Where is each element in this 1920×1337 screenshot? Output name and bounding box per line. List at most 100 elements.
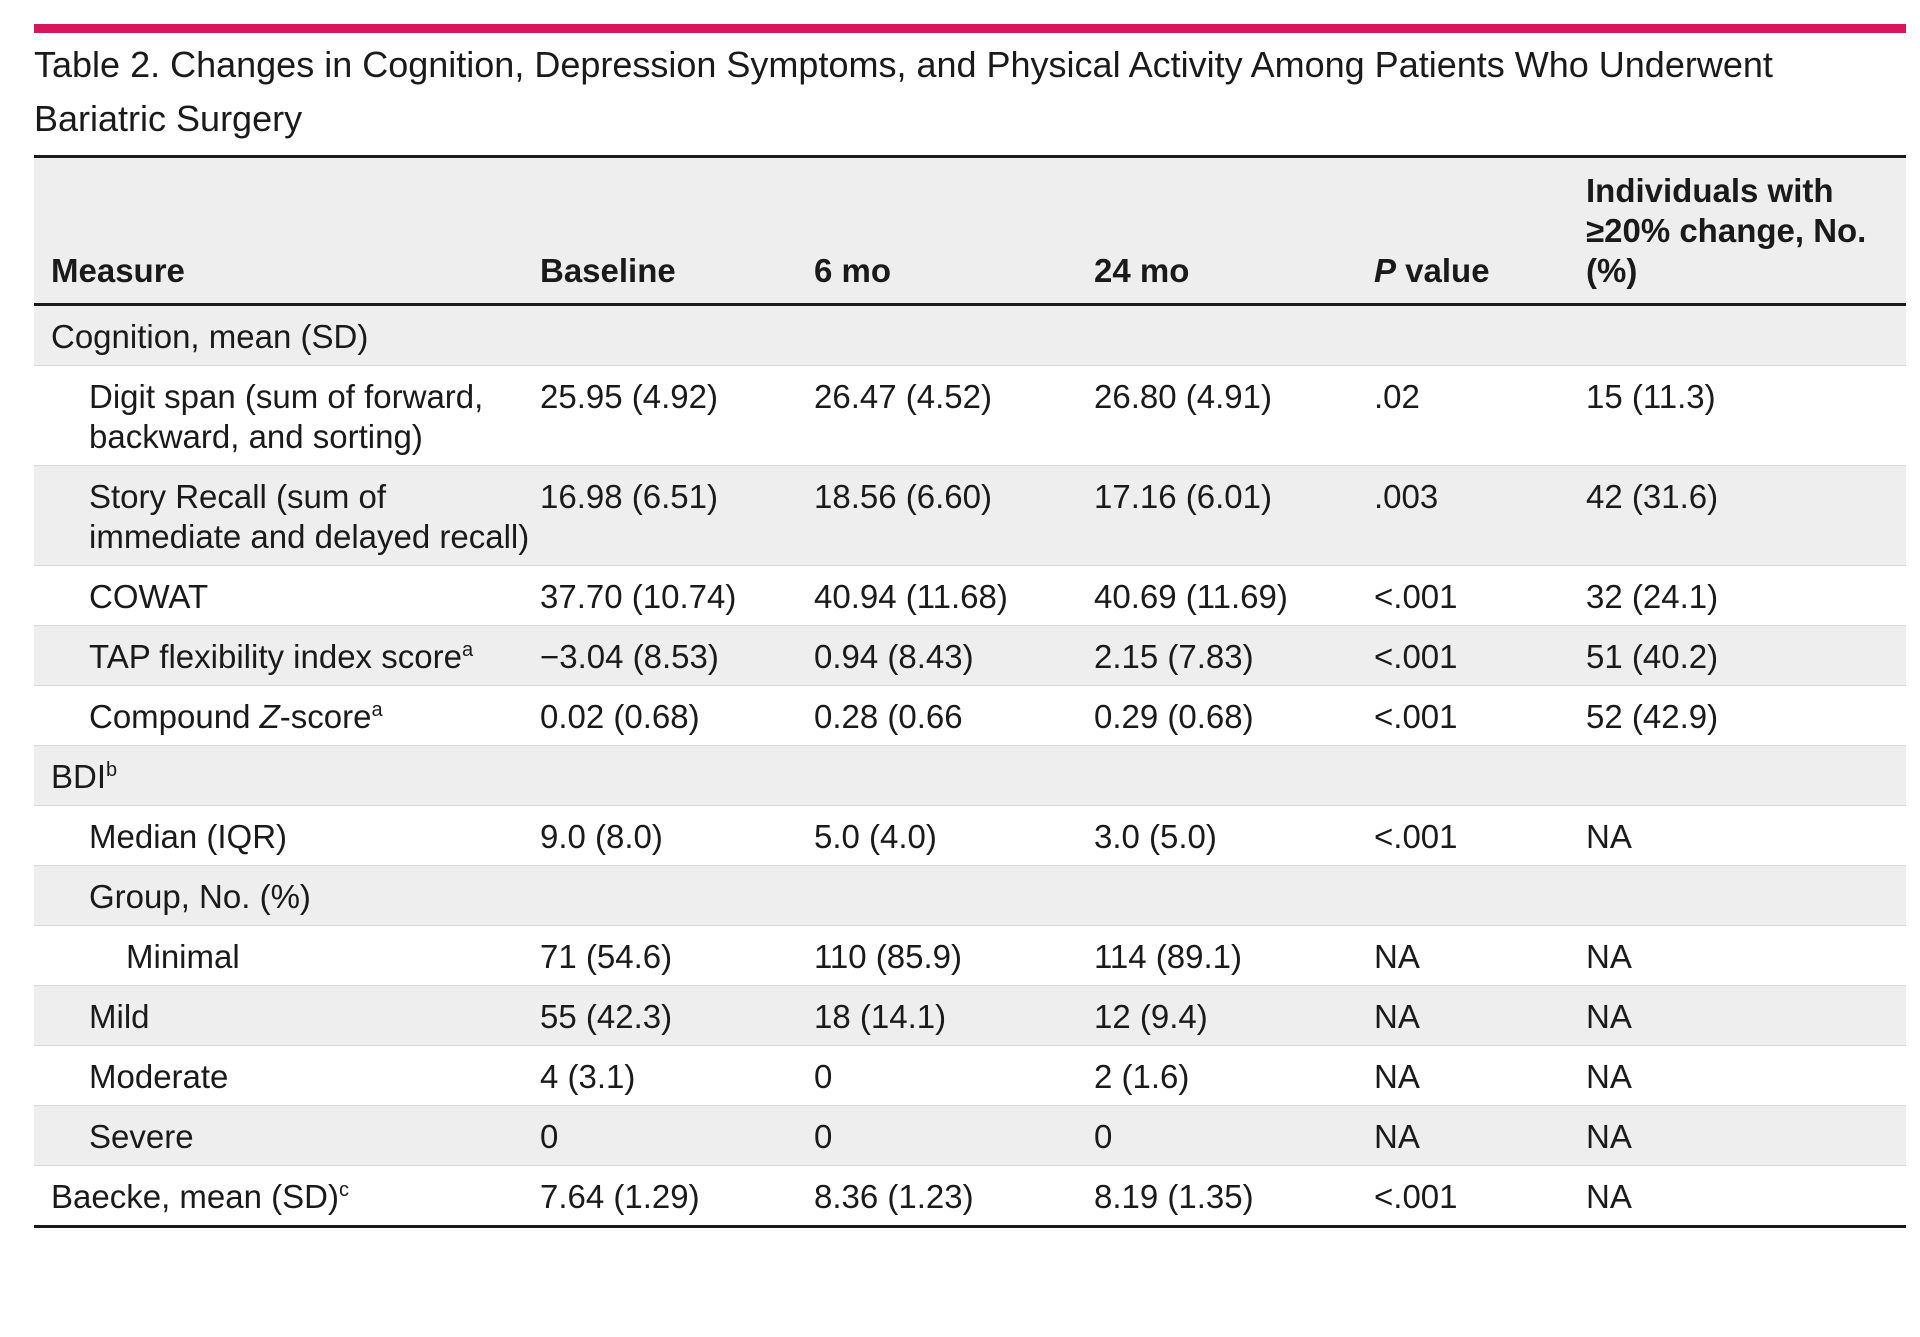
table-row-story-recall: Story Recall (sum of immediate and delay…	[34, 465, 1906, 566]
p-value-cell: NA	[1374, 1045, 1586, 1106]
baseline-cell: 16.98 (6.51)	[540, 465, 814, 566]
header-row: Measure Baseline 6 mo 24 mo P value Indi…	[34, 158, 1906, 306]
header-p-value: P value	[1374, 158, 1586, 306]
measure-label-italic: Z	[259, 697, 280, 735]
24mo-cell: 3.0 (5.0)	[1094, 805, 1374, 866]
measure-cell: Severe	[34, 1105, 540, 1166]
data-table: Measure Baseline 6 mo 24 mo P value Indi…	[34, 158, 1906, 1228]
p-value-cell: NA	[1374, 925, 1586, 986]
change-cell: 15 (11.3)	[1586, 365, 1906, 466]
change-cell: NA	[1586, 925, 1906, 986]
6mo-cell: 0.94 (8.43)	[814, 625, 1094, 686]
footnote-marker: c	[338, 1178, 349, 1201]
change-cell: NA	[1586, 805, 1906, 866]
p-value-cell: <.001	[1374, 685, 1586, 746]
measure-label-pre: Compound	[89, 697, 260, 735]
6mo-cell: 110 (85.9)	[814, 925, 1094, 986]
section-label-group: Group, No. (%)	[34, 865, 1906, 926]
measure-cell: Moderate	[34, 1045, 540, 1106]
accent-bar	[34, 24, 1906, 33]
footnote-marker: a	[371, 698, 383, 721]
baseline-cell: 4 (3.1)	[540, 1045, 814, 1106]
footnote-marker: a	[461, 638, 474, 661]
baseline-cell: 25.95 (4.92)	[540, 365, 814, 466]
6mo-cell: 18.56 (6.60)	[814, 465, 1094, 566]
baseline-cell: 7.64 (1.29)	[540, 1165, 814, 1228]
measure-cell: Story Recall (sum of immediate and delay…	[34, 465, 540, 566]
baseline-cell: 71 (54.6)	[540, 925, 814, 986]
6mo-cell: 26.47 (4.52)	[814, 365, 1094, 466]
change-cell: NA	[1586, 1105, 1906, 1166]
p-value-cell: NA	[1374, 1105, 1586, 1166]
measure-cell: Median (IQR)	[34, 805, 540, 866]
header-p-italic: P	[1374, 251, 1397, 289]
title-rule	[34, 155, 1906, 158]
change-cell: 51 (40.2)	[1586, 625, 1906, 686]
baseline-cell: 9.0 (8.0)	[540, 805, 814, 866]
section-row-cognition: Cognition, mean (SD)	[34, 304, 1906, 366]
header-p-rest: value	[1396, 251, 1490, 289]
measure-cell: Mild	[34, 985, 540, 1046]
24mo-cell: 2.15 (7.83)	[1094, 625, 1374, 686]
baseline-cell: 37.70 (10.74)	[540, 565, 814, 626]
table-row-compound: Compound Z-scorea 0.02 (0.68) 0.28 (0.66…	[34, 685, 1906, 746]
measure-label: Baecke, mean (SD)	[51, 1177, 339, 1215]
p-value-cell: .003	[1374, 465, 1586, 566]
change-cell: NA	[1586, 985, 1906, 1046]
24mo-cell: 2 (1.6)	[1094, 1045, 1374, 1106]
baseline-cell: 0.02 (0.68)	[540, 685, 814, 746]
24mo-cell: 0.29 (0.68)	[1094, 685, 1374, 746]
p-value-cell: <.001	[1374, 805, 1586, 866]
measure-label: TAP flexibility index score	[89, 637, 462, 675]
table-row-moderate: Moderate 4 (3.1) 0 2 (1.6) NA NA	[34, 1045, 1906, 1106]
header-baseline: Baseline	[540, 158, 814, 306]
24mo-cell: 17.16 (6.01)	[1094, 465, 1374, 566]
table-row-minimal: Minimal 71 (54.6) 110 (85.9) 114 (89.1) …	[34, 925, 1906, 986]
section-row-bdi: BDIb	[34, 745, 1906, 806]
header-6mo: 6 mo	[814, 158, 1094, 306]
measure-cell: Minimal	[34, 925, 540, 986]
6mo-cell: 8.36 (1.23)	[814, 1165, 1094, 1228]
measure-cell: TAP flexibility index scorea	[34, 625, 540, 686]
6mo-cell: 5.0 (4.0)	[814, 805, 1094, 866]
section-label-cognition: Cognition, mean (SD)	[34, 304, 1906, 366]
24mo-cell: 40.69 (11.69)	[1094, 565, 1374, 626]
p-value-cell: NA	[1374, 985, 1586, 1046]
6mo-cell: 18 (14.1)	[814, 985, 1094, 1046]
baseline-cell: 0	[540, 1105, 814, 1166]
section-row-group: Group, No. (%)	[34, 865, 1906, 926]
header-24mo: 24 mo	[1094, 158, 1374, 306]
24mo-cell: 12 (9.4)	[1094, 985, 1374, 1046]
table-row-tap: TAP flexibility index scorea −3.04 (8.53…	[34, 625, 1906, 686]
section-label-text: BDI	[51, 757, 107, 795]
change-cell: NA	[1586, 1165, 1906, 1228]
section-label-bdi: BDIb	[34, 745, 1906, 806]
baseline-cell: 55 (42.3)	[540, 985, 814, 1046]
measure-cell: Digit span (sum of forward, backward, an…	[34, 365, 540, 466]
header-measure: Measure	[34, 158, 540, 306]
table-row-baecke: Baecke, mean (SD)c 7.64 (1.29) 8.36 (1.2…	[34, 1165, 1906, 1228]
change-cell: 52 (42.9)	[1586, 685, 1906, 746]
baseline-cell: −3.04 (8.53)	[540, 625, 814, 686]
24mo-cell: 114 (89.1)	[1094, 925, 1374, 986]
24mo-cell: 8.19 (1.35)	[1094, 1165, 1374, 1228]
p-value-cell: <.001	[1374, 625, 1586, 686]
table-row-mild: Mild 55 (42.3) 18 (14.1) 12 (9.4) NA NA	[34, 985, 1906, 1046]
table-row-median: Median (IQR) 9.0 (8.0) 5.0 (4.0) 3.0 (5.…	[34, 805, 1906, 866]
p-value-cell: .02	[1374, 365, 1586, 466]
change-cell: 42 (31.6)	[1586, 465, 1906, 566]
measure-cell: Compound Z-scorea	[34, 685, 540, 746]
6mo-cell: 40.94 (11.68)	[814, 565, 1094, 626]
table-title: Table 2. Changes in Cognition, Depressio…	[34, 44, 1773, 139]
change-cell: 32 (24.1)	[1586, 565, 1906, 626]
change-cell: NA	[1586, 1045, 1906, 1106]
measure-cell: COWAT	[34, 565, 540, 626]
table-row-digit-span: Digit span (sum of forward, backward, an…	[34, 365, 1906, 466]
measure-cell: Baecke, mean (SD)c	[34, 1165, 540, 1228]
footnote-marker: b	[106, 758, 118, 781]
24mo-cell: 0	[1094, 1105, 1374, 1166]
p-value-cell: <.001	[1374, 1165, 1586, 1228]
table-row-severe: Severe 0 0 0 NA NA	[34, 1105, 1906, 1166]
p-value-cell: <.001	[1374, 565, 1586, 626]
table-row-cowat: COWAT 37.70 (10.74) 40.94 (11.68) 40.69 …	[34, 565, 1906, 626]
